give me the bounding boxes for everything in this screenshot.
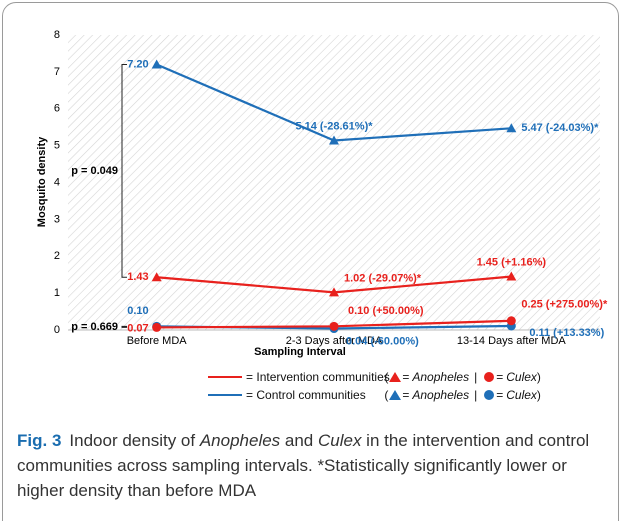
marker (506, 271, 517, 281)
legend-marker-label: Anopheles (412, 388, 470, 402)
legend-marker (484, 390, 495, 400)
legend-paren: ( (384, 388, 389, 402)
legend-marker (389, 372, 402, 382)
bracket (121, 325, 127, 328)
y-tick-label: 2 (54, 250, 60, 262)
legend-group: Control communities (256, 388, 366, 402)
data-label: 1.02 (-29.07%)* (344, 272, 422, 284)
legend-sep: | (474, 370, 478, 384)
data-label: 0.04 (-60.00%) (346, 335, 419, 347)
legend-eq: = (402, 388, 410, 402)
data-label: 7.20 (127, 58, 148, 70)
data-label: 5.14 (-28.61%)* (295, 120, 373, 132)
y-tick-label: 3 (54, 213, 60, 225)
y-tick-label: 4 (54, 176, 60, 188)
data-label: 0.25 (+275.00%)* (521, 299, 608, 311)
marker (329, 287, 339, 297)
y-tick-label: 6 (54, 103, 60, 115)
legend-eq: = (246, 388, 254, 402)
legend-eq: = (246, 370, 254, 384)
legend-sep: | (474, 388, 478, 402)
y-tick-label: 5 (54, 140, 60, 152)
legend-paren: ) (536, 388, 541, 402)
legend-marker (389, 390, 402, 400)
caption-text: Indoor density of (69, 431, 200, 450)
marker (329, 135, 339, 145)
legend-eq: = (496, 370, 504, 384)
y-tick-label: 0 (54, 324, 60, 336)
legend-marker-label: Culex (506, 388, 537, 402)
legend-marker (484, 372, 495, 382)
marker (152, 322, 162, 332)
y-tick-label: 1 (54, 287, 60, 299)
data-label: 0.07 (127, 322, 148, 334)
legend-triangle (389, 372, 402, 382)
caption-text: and (280, 431, 318, 450)
marker (151, 272, 162, 282)
legend-marker-label: Culex (506, 370, 537, 384)
annotation: p = 0.049 (71, 165, 118, 177)
x-tick-label: Before MDA (127, 335, 188, 347)
legend-triangle (389, 390, 402, 400)
legend-eq: = (496, 388, 504, 402)
data-label: 0.10 (+50.00%) (348, 305, 424, 317)
caption-text: Anopheles (199, 431, 281, 450)
marker (506, 123, 517, 133)
legend-line (208, 394, 242, 396)
legend-line (208, 376, 242, 378)
x-axis-title: Sampling Interval (254, 346, 346, 358)
legend-circle (484, 390, 495, 400)
x-tick-label: 13-14 Days after MDA (457, 335, 566, 347)
legend-paren: ( (384, 370, 389, 384)
x-tick-label: 2-3 Days after MDA (286, 335, 383, 347)
legend-marker-label: Anopheles (412, 370, 470, 384)
marker (506, 316, 516, 326)
legend: = Intervention communities(= Anopheles | = C… (208, 368, 541, 404)
legend-row: = Control communities(= Anopheles | = Culex) (208, 386, 541, 404)
y-tick-label: 7 (54, 66, 60, 78)
marker (151, 59, 162, 69)
annotation: p = 0.669 (71, 321, 118, 333)
plot-background (68, 35, 600, 330)
y-axis-title: Mosquito density (36, 136, 48, 227)
legend-group: Intervention communities (256, 370, 390, 384)
data-label: 1.45 (+1.16%) (477, 256, 547, 268)
caption-text: in the intervention and control communit… (17, 431, 590, 500)
data-label: 0.11 (+13.33%) (529, 327, 604, 339)
legend-circle (484, 372, 495, 382)
bracket (121, 64, 127, 278)
marker (329, 321, 339, 331)
chart: Sampling Interval Mosquito density 0 1 2 3 4… (36, 29, 608, 358)
caption-label: Fig. 3 (17, 431, 62, 450)
caption-text: Culex (317, 431, 362, 450)
legend-paren: ) (536, 370, 541, 384)
data-label: 1.43 (127, 271, 148, 283)
legend-row: = Intervention communities(= Anopheles | = C… (208, 368, 541, 386)
y-tick-label: 8 (54, 29, 60, 41)
data-label: 0.10 (127, 305, 148, 317)
caption: Fig. 3 Indoor density of Anopheles and Cu… (17, 428, 607, 503)
legend-eq: = (402, 370, 410, 384)
data-label: 5.47 (-24.03%)* (521, 122, 599, 134)
